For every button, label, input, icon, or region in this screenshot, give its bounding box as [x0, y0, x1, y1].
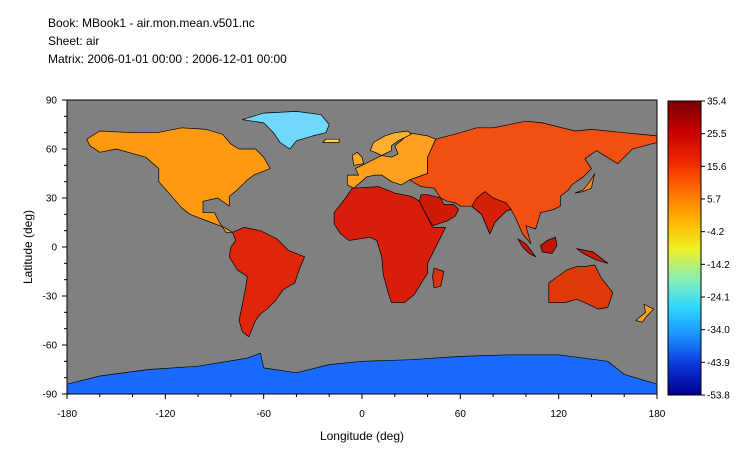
- land-region-great-britain: [351, 151, 364, 166]
- colorbar-tick-label: 15.6: [707, 162, 727, 173]
- land-region-south-america: [228, 227, 305, 338]
- x-tick-label: 120: [550, 409, 567, 420]
- book-label: Book: MBook1 - air.mon.mean.v501.nc: [48, 16, 255, 30]
- y-tick-label: 90: [46, 96, 58, 107]
- land-region-madagascar: [432, 267, 445, 289]
- land-region-borneo: [540, 236, 558, 254]
- x-tick-label: 60: [455, 409, 467, 420]
- y-tick-label: 60: [46, 145, 58, 156]
- colorbar: [667, 100, 702, 396]
- x-tick-label: 180: [649, 409, 666, 420]
- matrix-label: Matrix: 2006-01-01 00:00 : 2006-12-01 00…: [48, 52, 287, 66]
- land-region-asia: [409, 120, 657, 245]
- x-axis-title: Longitude (deg): [320, 429, 404, 443]
- colorbar-tick-label: -24.1: [707, 293, 730, 304]
- land-region-india: [471, 191, 512, 235]
- land-region-europe: [346, 132, 437, 189]
- land-region-greenland: [242, 111, 330, 150]
- y-tick-label: 30: [46, 194, 58, 205]
- land-region-new-zealand: [635, 303, 655, 323]
- y-tick-label: 0: [51, 243, 57, 254]
- land-region-sumatra: [517, 238, 537, 258]
- colorbar-tick-label: -4.2: [707, 227, 725, 238]
- y-axis: 90 60 30 0 -30 -60 -90: [43, 96, 67, 401]
- colorbar-tick-label: -14.2: [707, 260, 730, 271]
- land-region-japan: [574, 173, 596, 194]
- land-region-iceland: [322, 138, 340, 143]
- land-regions: [67, 111, 657, 394]
- x-tick-label: -60: [256, 409, 271, 420]
- land-region-north-america: [86, 127, 271, 233]
- colorbar-tick-label: -53.8: [707, 391, 730, 402]
- colorbar-tick-label: 25.5: [707, 129, 727, 140]
- land-region-antarctica: [67, 352, 657, 394]
- land-region-new-guinea: [576, 248, 609, 264]
- colorbar-tick-label: -34.0: [707, 325, 730, 336]
- x-tick-label: 0: [359, 409, 365, 420]
- y-tick-label: -90: [43, 390, 58, 401]
- x-axis: -180 -120 -60 0 60 120 180: [57, 394, 666, 420]
- land-region-africa: [333, 186, 446, 303]
- land-region-australia: [548, 264, 614, 310]
- y-tick-label: -60: [43, 341, 58, 352]
- x-tick-label: -120: [155, 409, 175, 420]
- land-region-scandinavia: [369, 130, 412, 156]
- colorbar-ticks: 35.4 25.5 15.6 5.7 -4.2 -14.2 -24.1 -34.0 -43.9 -…: [701, 97, 730, 402]
- land-region-arabia: [419, 194, 460, 227]
- y-axis-title: Latitude (deg): [21, 210, 35, 284]
- colorbar-tick-label: 35.4: [707, 97, 727, 108]
- sheet-label: Sheet: air: [48, 34, 100, 48]
- colorbar-tick-label: -43.9: [707, 358, 730, 369]
- y-tick-label: -30: [43, 292, 58, 303]
- chart-header: Book: MBook1 - air.mon.mean.v501.nc Shee…: [48, 14, 287, 68]
- colorbar-tick-label: 5.7: [707, 195, 721, 206]
- x-tick-label: -180: [57, 409, 77, 420]
